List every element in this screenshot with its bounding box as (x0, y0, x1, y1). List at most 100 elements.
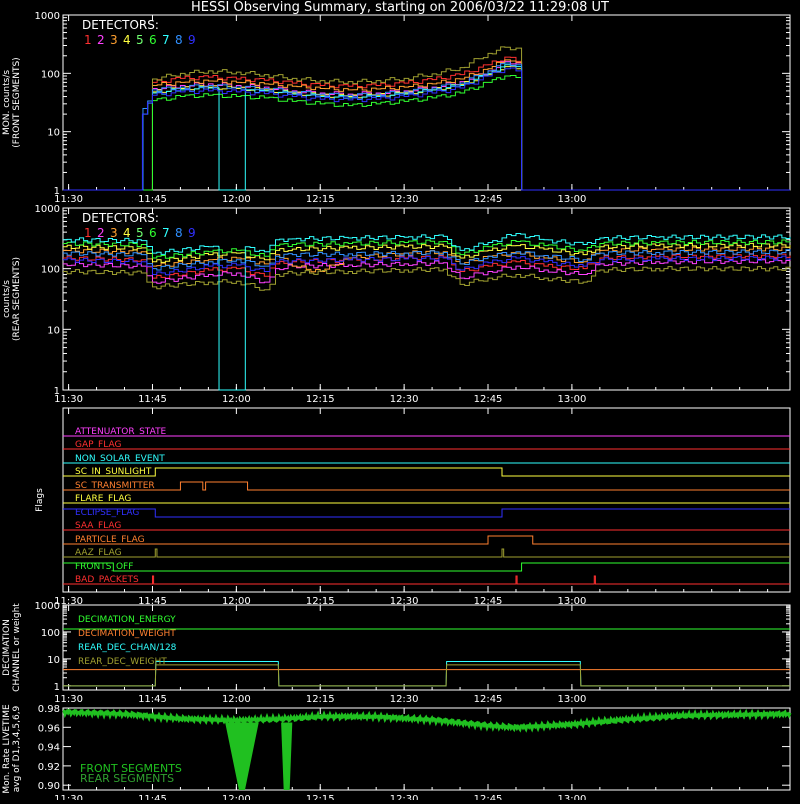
livetime-frame (62, 707, 791, 791)
livetime-xtick-label: 12:30 (390, 794, 419, 800)
flag-label: AAZ_FLAG (75, 548, 122, 558)
flags-xtick-label: 13:00 (557, 596, 586, 607)
front-detector-number: 9 (188, 33, 196, 47)
flags-xtick-label: 11:45 (138, 596, 167, 607)
rear-xtick-label: 12:45 (474, 394, 503, 405)
flag-line-sc_transmitter (63, 481, 790, 491)
decimation-xtick-label: 12:30 (390, 694, 419, 705)
flags-xtick-label: 12:45 (474, 596, 503, 607)
front-xtick-label: 11:30 (54, 194, 83, 205)
front-xtick-label: 12:30 (390, 194, 419, 205)
rear-series-2 (63, 258, 791, 284)
decimation-xtick-label: 12:00 (222, 694, 251, 705)
front-detector-number: 1 (84, 33, 92, 47)
decimation-xtick-label: 12:45 (474, 694, 503, 705)
rear-series-4 (63, 242, 791, 263)
livetime-ytick-label: 0.94 (38, 743, 60, 754)
decimation-legend-label: DECIMATION_ENERGY (78, 615, 176, 625)
front-detector-number: 5 (136, 33, 144, 47)
livetime-dip-1 (225, 722, 259, 790)
rear-detector-number: 4 (123, 226, 131, 240)
rear-series-9 (63, 255, 791, 276)
front-xtick-label: 12:45 (474, 194, 503, 205)
decimation-frame (62, 604, 791, 691)
flag-label: FLARE_FLAG (75, 494, 131, 504)
flags-xtick-label: 12:15 (306, 596, 335, 607)
front-detector-number: 4 (123, 33, 131, 47)
decimation-ylabel: DECIMATIONCHANNEL or weight (2, 603, 22, 692)
front-detector-number: 7 (162, 33, 170, 47)
decimation-ytick-label: 1000 (35, 601, 60, 612)
rear-ytick-label: 10 (47, 325, 60, 336)
rear-detector-number: 9 (188, 226, 196, 240)
front-ytick-label: 1000 (35, 11, 60, 22)
rear-xtick-label: 12:30 (390, 394, 419, 405)
flag-label: ECLIPSE_FLAG (75, 508, 139, 518)
front-xtick-label: 12:15 (306, 194, 335, 205)
front-detector-number: 6 (149, 33, 157, 47)
livetime-ytick-label: 0.98 (38, 704, 60, 715)
front-xtick-label: 13:00 (557, 194, 586, 205)
livetime-dip-2 (281, 722, 293, 790)
front-ytick-label: 100 (41, 69, 60, 80)
livetime-ytick-label: 0.90 (38, 781, 60, 792)
flag-line-eclipse_flag (63, 508, 790, 518)
rear-series-7 (63, 232, 791, 391)
decimation-series-4 (63, 664, 790, 687)
decimation-xtick-label: 11:30 (54, 694, 83, 705)
flags-xtick-label: 12:30 (390, 596, 419, 607)
front-series-6 (141, 75, 523, 191)
rear-frame (62, 207, 791, 391)
flag-line-bad_packets (63, 575, 790, 585)
front-ytick-label: 1 (54, 186, 60, 197)
chart-title: HESSI Observing Summary, starting on 200… (191, 0, 609, 15)
decimation-legend-label: REAR_DEC_CHAN/128 (78, 643, 177, 653)
livetime-legend-front: FRONT SEGMENTS (80, 762, 182, 775)
flag-line-aaz_flag (63, 548, 790, 558)
decimation-xtick-label: 13:00 (557, 694, 586, 705)
livetime-xtick-label: 12:00 (222, 794, 251, 800)
flag-label: SC_IN_SUNLIGHT (75, 467, 152, 477)
flags-frame (62, 407, 791, 593)
rear-xtick-label: 11:30 (54, 394, 83, 405)
front-series-8 (141, 62, 523, 191)
front-series-9 (63, 67, 790, 191)
flag-label: FRONTS_OFF (75, 562, 133, 572)
rear-detector-number: 2 (97, 226, 105, 240)
livetime-ylabel: Mon. Rate LIVETIMEavg of D1,3,4,5,6,9 (2, 704, 22, 794)
front-ytick-label: 10 (47, 128, 60, 139)
rear-detector-number: 3 (110, 226, 118, 240)
flag-label: SC_TRANSMITTER (75, 481, 155, 491)
livetime-ytick-label: 0.96 (38, 723, 60, 734)
rear-ylabel: counts/s(REAR SEGMENTS) (2, 257, 22, 341)
livetime-front-series (62, 708, 792, 733)
flag-label: PARTICLE_FLAG (75, 535, 145, 545)
livetime-xtick-label: 13:00 (557, 794, 586, 800)
front-series-5 (141, 46, 523, 191)
flags-ylabel: Flags (35, 488, 45, 512)
flag-line-particle_flag (63, 535, 790, 545)
front-series-3 (141, 59, 523, 191)
flag-label: BAD_PACKETS (75, 575, 139, 585)
front-xtick-label: 11:45 (138, 194, 167, 205)
rear-detector-number: 6 (149, 226, 157, 240)
flag-line-fronts_off (63, 562, 790, 572)
flag-label: NON_SOLAR_EVENT (75, 454, 165, 464)
livetime-xtick-label: 12:45 (474, 794, 503, 800)
rear-series-8 (63, 249, 791, 271)
rear-ytick-label: 1000 (35, 204, 60, 215)
rear-ytick-label: 100 (41, 265, 60, 276)
decimation-legend-label: DECIMATION_WEIGHT (78, 629, 176, 639)
rear-series-6 (63, 239, 791, 259)
flag-line-sc_in_sunlight (63, 467, 790, 477)
front-xtick-label: 12:00 (222, 194, 251, 205)
rear-detector-number: 5 (136, 226, 144, 240)
front-detector-number: 8 (175, 33, 183, 47)
rear-detector-number: 8 (175, 226, 183, 240)
flags-xtick-label: 12:00 (222, 596, 251, 607)
livetime-ytick-label: 0.92 (38, 762, 60, 773)
front-frame (62, 14, 791, 191)
front-detector-number: 3 (110, 33, 118, 47)
